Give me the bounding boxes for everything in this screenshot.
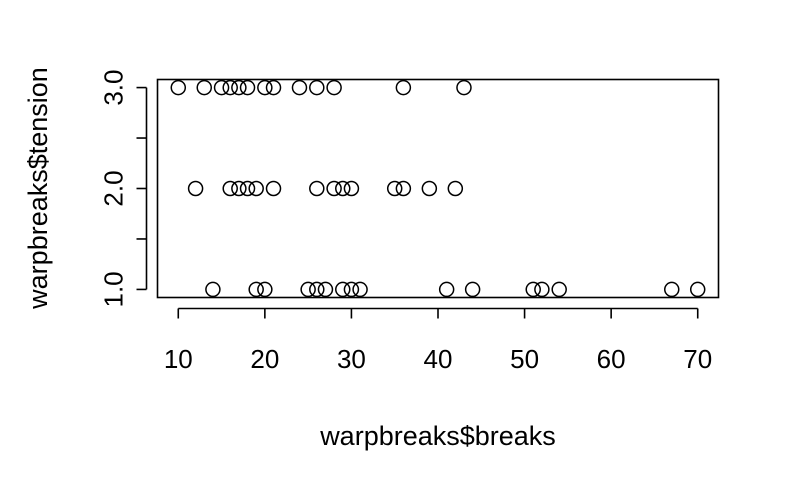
data-point bbox=[248, 281, 264, 298]
data-point bbox=[170, 79, 187, 96]
y-axis: 1.0 2.0 3.0 bbox=[99, 69, 148, 308]
data-point bbox=[335, 180, 351, 197]
data-point bbox=[222, 79, 238, 96]
x-axis-label: warpbreaks$breaks bbox=[319, 421, 556, 451]
data-point bbox=[395, 180, 412, 197]
data-point bbox=[326, 180, 342, 197]
data-point bbox=[265, 79, 282, 96]
x-tick-label: 50 bbox=[510, 344, 539, 374]
data-point bbox=[205, 281, 221, 298]
data-point bbox=[257, 281, 273, 298]
data-point bbox=[335, 281, 351, 298]
data-point bbox=[291, 79, 308, 96]
x-tick-label: 40 bbox=[424, 344, 453, 374]
x-tick-label: 20 bbox=[250, 344, 279, 374]
data-point bbox=[222, 180, 238, 197]
data-point bbox=[317, 281, 334, 298]
data-point bbox=[231, 180, 247, 197]
data-point bbox=[525, 281, 541, 298]
data-point bbox=[265, 180, 282, 197]
data-point bbox=[456, 79, 472, 96]
data-point bbox=[534, 281, 550, 298]
data-point bbox=[309, 180, 325, 197]
data-point bbox=[309, 281, 325, 298]
data-point bbox=[257, 79, 273, 96]
data-point bbox=[664, 281, 680, 298]
y-axis-label: warpbreaks$tension bbox=[23, 67, 53, 310]
data-point bbox=[343, 180, 360, 197]
data-point bbox=[689, 281, 706, 298]
data-point bbox=[213, 79, 230, 96]
data-point bbox=[438, 281, 455, 298]
data-point bbox=[343, 281, 360, 298]
data-point bbox=[386, 180, 403, 197]
data-point bbox=[395, 79, 412, 96]
x-tick-label: 70 bbox=[683, 344, 712, 374]
data-point bbox=[352, 281, 368, 298]
data-point bbox=[239, 180, 256, 197]
x-tick-label: 10 bbox=[164, 344, 193, 374]
data-point bbox=[551, 281, 567, 298]
data-point bbox=[231, 79, 247, 96]
data-point bbox=[300, 281, 316, 298]
data-point bbox=[447, 180, 464, 197]
data-point bbox=[196, 79, 212, 96]
data-points bbox=[170, 79, 706, 298]
x-tick-label: 60 bbox=[597, 344, 626, 374]
data-point bbox=[421, 180, 438, 197]
data-point bbox=[326, 79, 342, 96]
x-axis: 10 20 30 40 50 60 70 bbox=[164, 307, 712, 374]
data-point bbox=[248, 180, 264, 197]
y-tick-label: 3.0 bbox=[99, 69, 129, 105]
y-tick-label: 2.0 bbox=[99, 170, 129, 206]
x-tick-label: 30 bbox=[337, 344, 366, 374]
data-point bbox=[309, 79, 325, 96]
plot-frame bbox=[156, 78, 720, 299]
data-point bbox=[464, 281, 481, 298]
data-point bbox=[239, 79, 256, 96]
y-tick-label: 1.0 bbox=[99, 271, 129, 307]
data-point bbox=[187, 180, 204, 197]
